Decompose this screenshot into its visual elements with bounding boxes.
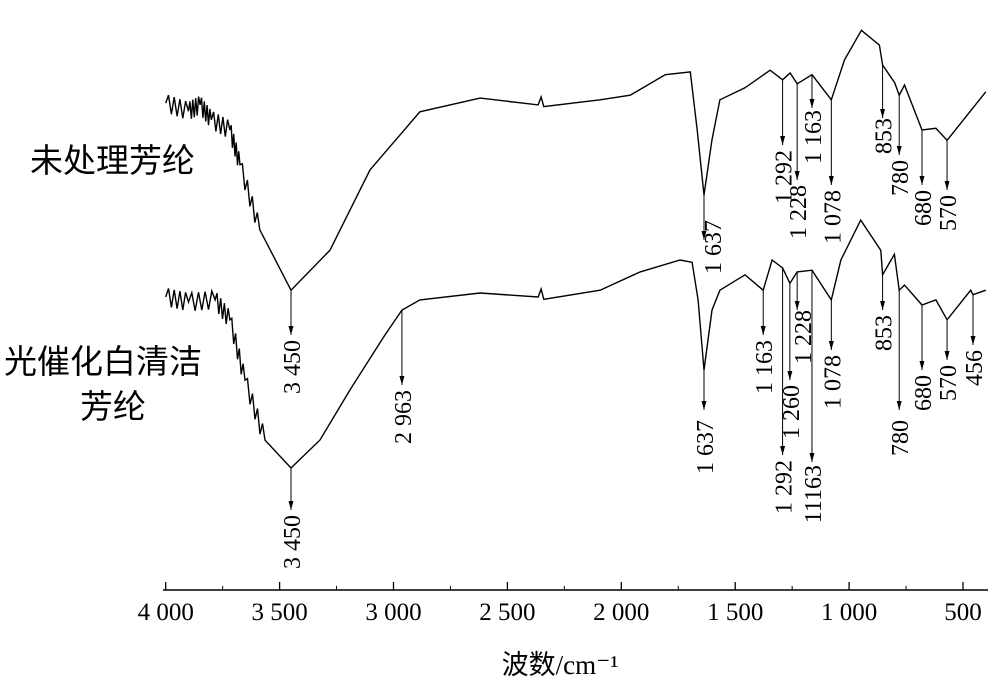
peak-label: 853 xyxy=(872,118,898,154)
spectra xyxy=(165,29,987,469)
peak-label: 1 228 xyxy=(791,310,817,364)
arrow-head-icon xyxy=(794,301,800,310)
arrow-head-icon xyxy=(794,171,800,180)
arrow-head-icon xyxy=(919,361,925,370)
x-tick-label: 2 000 xyxy=(593,599,649,626)
peak-label: 570 xyxy=(936,195,962,231)
spectrum-line-untreated xyxy=(165,29,987,292)
peak-label: 680 xyxy=(911,375,937,411)
x-tick-label: 500 xyxy=(944,599,982,626)
arrow-head-icon xyxy=(919,176,925,185)
peak-label: 3 450 xyxy=(280,340,306,394)
peak-label: 1 228 xyxy=(786,185,812,239)
arrow-head-icon xyxy=(288,326,294,335)
x-tick-label: 4 000 xyxy=(138,599,194,626)
peak-label: 2 963 xyxy=(391,390,417,444)
arrow-head-icon xyxy=(880,109,886,118)
series-label-untreated: 未处理芳纶 xyxy=(30,141,195,180)
arrow-head-icon xyxy=(944,181,950,190)
arrow-head-icon xyxy=(399,376,405,385)
peak-label: 1 637 xyxy=(693,420,719,474)
peak-label: 780 xyxy=(888,160,914,196)
peak-label: 780 xyxy=(888,420,914,456)
arrow-head-icon xyxy=(896,401,902,410)
arrow-head-icon xyxy=(760,326,766,335)
x-tick-label: 3 000 xyxy=(365,599,421,626)
peak-label: 570 xyxy=(936,365,962,401)
arrow-head-icon xyxy=(809,99,815,108)
x-tick-label: 1 500 xyxy=(707,599,763,626)
x-tick-label: 3 500 xyxy=(251,599,307,626)
series-label-treated-line2: 芳纶 xyxy=(80,387,146,426)
arrow-head-icon xyxy=(828,176,834,185)
x-axis-title: 波数/cm⁻¹ xyxy=(502,650,619,680)
arrow-head-icon xyxy=(288,501,294,510)
arrow-head-icon xyxy=(970,336,976,345)
arrow-head-icon xyxy=(701,401,707,410)
peak-label: 1 163 xyxy=(752,340,778,394)
x-axis: 4 000 3 500 3 000 2 500 2 000 1 500 1 000 500 xyxy=(138,582,988,626)
arrow-head-icon xyxy=(896,146,902,155)
peak-label: 3 450 xyxy=(280,515,306,569)
peak-label: 456 xyxy=(962,350,988,386)
peak-label: 1 292 xyxy=(772,460,798,514)
arrow-head-icon xyxy=(780,136,786,145)
peak-label: 1 163 xyxy=(801,110,827,164)
arrow-head-icon xyxy=(944,351,950,360)
series-label-treated-line1: 光催化白清洁 xyxy=(4,342,202,381)
peak-label: 1 260 xyxy=(779,385,805,439)
peak-label: 853 xyxy=(872,315,898,351)
arrow-head-icon xyxy=(880,301,886,310)
arrow-head-icon xyxy=(780,446,786,455)
arrow-head-icon xyxy=(828,341,834,350)
peak-label: 11163 xyxy=(801,465,827,523)
spectrum-line-treated xyxy=(165,218,987,469)
peak-label: 1 292 xyxy=(772,150,798,204)
arrow-head-icon xyxy=(701,231,707,240)
peak-label: 1 637 xyxy=(701,220,727,274)
arrow-head-icon xyxy=(809,453,815,462)
arrow-head-icon xyxy=(787,371,793,380)
peak-label: 680 xyxy=(911,190,937,226)
x-tick-label: 2 500 xyxy=(479,599,535,626)
peak-label: 1 078 xyxy=(820,355,846,409)
peak-label: 1 078 xyxy=(820,190,846,244)
x-tick-label: 1 000 xyxy=(821,599,877,626)
